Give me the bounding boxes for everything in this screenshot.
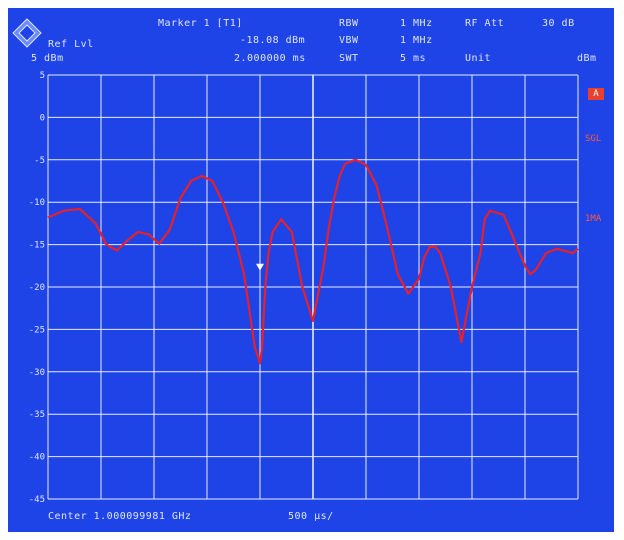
y-tick-label: -45 — [29, 495, 45, 505]
y-tick-label: -30 — [29, 368, 45, 378]
vbw-label: VBW — [339, 35, 359, 46]
center-frequency: Center 1.000099981 GHz — [48, 511, 192, 522]
ref-level-label: Ref Lvl — [48, 39, 94, 50]
y-tick-label: 5 — [40, 71, 45, 81]
rbw-value: 1 MHz — [400, 18, 433, 29]
swt-label: SWT — [339, 53, 359, 64]
y-tick-label: -20 — [29, 283, 45, 293]
ref-level-value: 5 dBm — [31, 53, 64, 64]
rbw-label: RBW — [339, 18, 359, 29]
y-tick-labels: 5 0 -5 -10 -15 -20 -25 -30 -35 -40 -45 — [29, 71, 45, 505]
rf-att-value: 30 dB — [542, 18, 575, 29]
grid — [47, 74, 579, 500]
trace-mode-label: 1MA — [585, 214, 602, 224]
analyzer-screen: Marker 1 [T1] -18.08 dBm 2.000000 ms Ref… — [8, 8, 614, 532]
time-per-division: 500 μs/ — [288, 511, 334, 522]
plot-area: 5 0 -5 -10 -15 -20 -25 -30 -35 -40 -45 — [29, 71, 579, 505]
y-tick-label: -35 — [29, 410, 45, 420]
y-tick-label: -40 — [29, 453, 45, 463]
marker-layer — [256, 263, 264, 271]
sgl-label: SGL — [585, 134, 602, 144]
marker-triangle-icon — [256, 263, 264, 271]
trace-line — [47, 158, 579, 365]
unit-value: dBm — [577, 53, 597, 64]
y-tick-label: -25 — [29, 325, 45, 335]
rohde-schwarz-logo-icon — [12, 18, 42, 48]
vbw-value: 1 MHz — [400, 35, 433, 46]
marker-time: 2.000000 ms — [234, 53, 306, 64]
swt-value: 5 ms — [400, 53, 427, 64]
trace-layer — [47, 158, 579, 365]
y-tick-label: -15 — [29, 241, 45, 251]
marker-label: Marker 1 [T1] — [158, 18, 243, 29]
unit-label: Unit — [465, 53, 492, 64]
marker-value: -18.08 dBm — [240, 35, 306, 46]
y-tick-label: -10 — [29, 198, 45, 208]
trace-badge: A — [588, 88, 604, 100]
y-tick-label: -5 — [34, 156, 45, 166]
y-tick-label: 0 — [40, 113, 45, 123]
rf-att-label: RF Att — [465, 18, 505, 29]
